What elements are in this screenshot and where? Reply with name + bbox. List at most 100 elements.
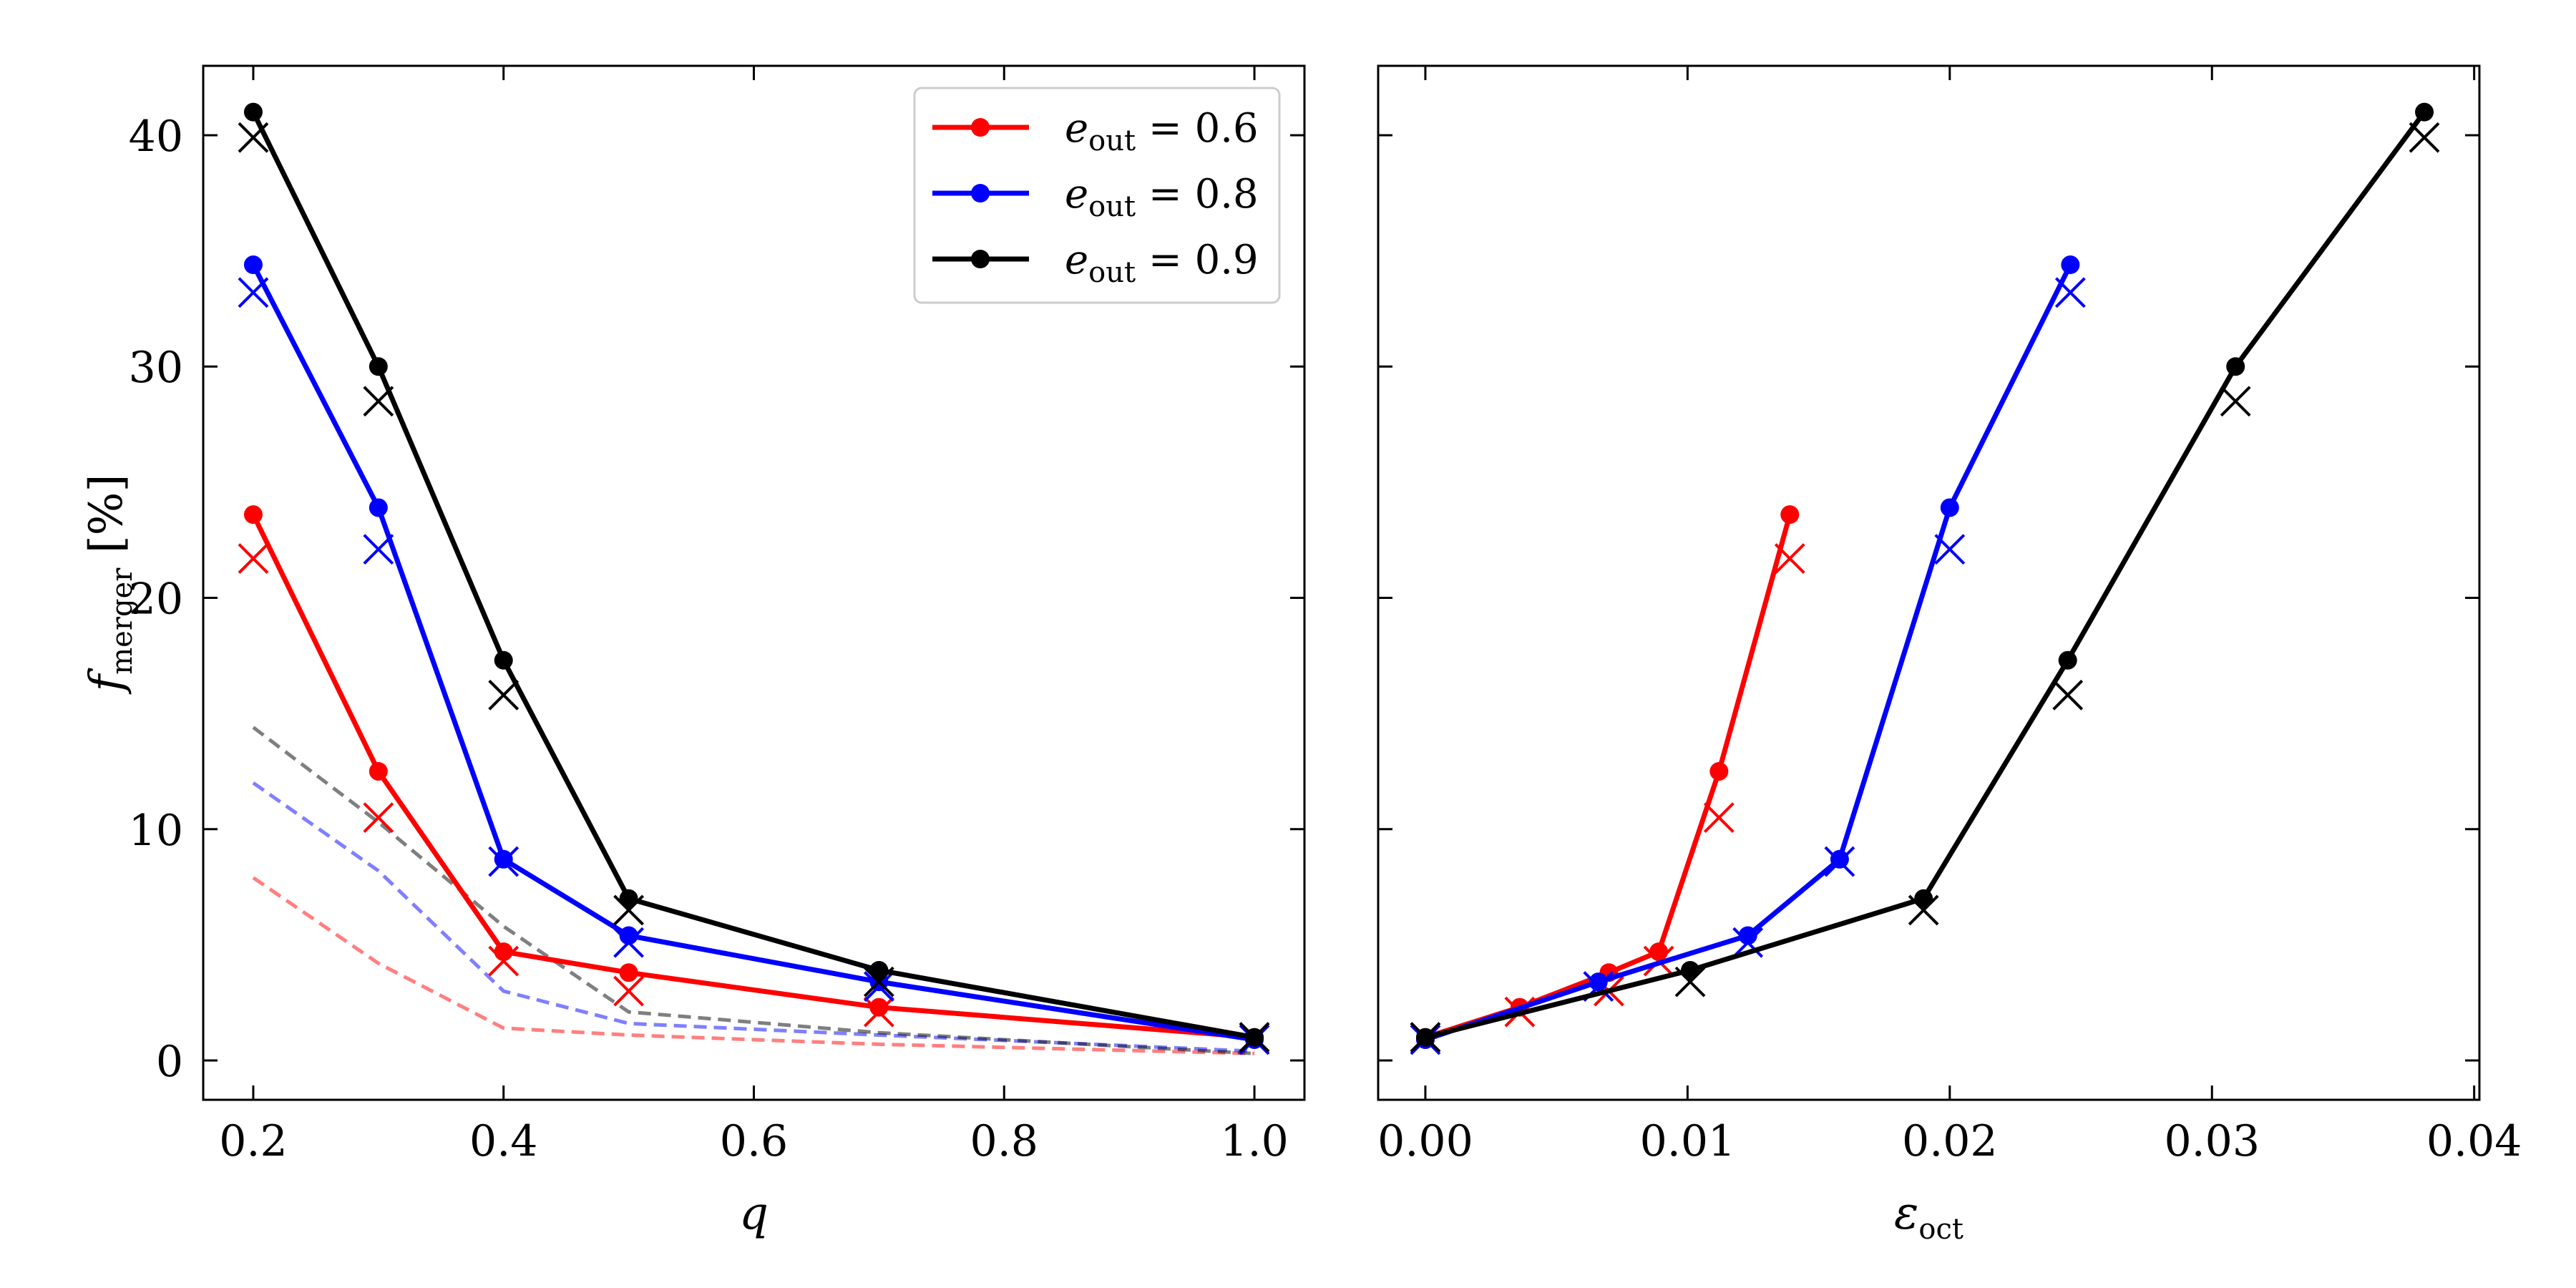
panel-right-epsilon-oct: 0.00 0.01 0.02 0.03 0.04 εoct <box>1377 64 2522 1246</box>
x-tick-label: 1.0 <box>1220 1116 1288 1166</box>
legend-subscript: out <box>1088 256 1136 289</box>
x-tick-label: 0.2 <box>219 1116 287 1166</box>
series-line <box>1425 110 2426 1040</box>
x-marker <box>613 927 645 958</box>
x-marker <box>1908 894 1939 926</box>
data-point <box>2415 102 2434 122</box>
data-point <box>369 761 388 781</box>
x-marker <box>613 894 645 926</box>
series-line <box>250 513 1255 1040</box>
x-marker <box>613 975 645 1007</box>
panel-left-q: 0.2 0.4 0.6 0.8 1.0 0 10 20 30 40 q fmerger [%] <box>80 64 1306 1240</box>
legend-symbol: e <box>1065 105 1088 152</box>
data-point <box>243 505 263 525</box>
legend-symbol: e <box>1065 237 1088 283</box>
x-axis-symbol: q <box>739 1187 769 1240</box>
x-marker <box>1703 802 1735 834</box>
data-point <box>369 357 388 376</box>
x-marker <box>2054 277 2086 308</box>
x-tick-label: 0.04 <box>2426 1116 2522 1166</box>
x-marker <box>2220 386 2251 417</box>
data-point <box>619 926 638 945</box>
x-marker <box>1674 966 1706 997</box>
x-marker <box>2052 679 2084 711</box>
x-marker <box>488 945 519 977</box>
series-dashed-line <box>252 726 1255 1055</box>
x-tick-label: 0.03 <box>2164 1116 2260 1166</box>
legend-label: eout = 0.8 <box>1065 171 1259 223</box>
y-tick-label: 30 <box>129 343 183 393</box>
legend-subscript: out <box>1088 125 1136 157</box>
x-tick-label: 0.02 <box>1902 1116 1998 1166</box>
series-line <box>250 263 1255 1043</box>
data-point <box>2058 650 2077 670</box>
data-point <box>2226 357 2245 376</box>
legend-value: = 0.9 <box>1136 237 1259 283</box>
data-point <box>619 963 638 982</box>
series-dashed-line <box>252 876 1255 1055</box>
data-point <box>369 498 388 517</box>
x-tick-label: 0.00 <box>1377 1116 1473 1166</box>
data-point <box>869 997 889 1017</box>
x-axis-symbol: ε <box>1894 1187 1918 1240</box>
legend-label: eout = 0.6 <box>1065 105 1259 157</box>
x-marker <box>1824 846 1855 877</box>
y-tick-label: 20 <box>129 575 183 625</box>
legend-marker <box>971 184 990 203</box>
x-marker <box>1239 1022 1270 1053</box>
legend-subscript: out <box>1088 190 1136 223</box>
data-point <box>2061 255 2080 275</box>
data-point <box>1738 926 1757 945</box>
x-marker <box>488 679 519 711</box>
x-axis-subscript: oct <box>1918 1213 1963 1246</box>
x-marker <box>363 534 394 565</box>
x-tick-label: 0.01 <box>1640 1116 1736 1166</box>
data-point <box>1709 761 1729 781</box>
data-point <box>1649 942 1669 962</box>
legend-value: = 0.8 <box>1136 171 1259 218</box>
x-marker <box>363 802 394 834</box>
data-point <box>243 102 263 122</box>
x-marker <box>863 971 894 1002</box>
y-axis-label: fmerger [%] <box>80 474 139 695</box>
x-tick-label: 0.8 <box>970 1116 1038 1166</box>
x-marker <box>238 122 269 153</box>
data-point <box>494 849 513 869</box>
x-marker <box>863 966 894 997</box>
y-axis-subscript: merger <box>106 567 139 675</box>
x-marker <box>863 996 894 1028</box>
legend-marker <box>971 118 990 137</box>
x-marker <box>1774 543 1805 574</box>
y-tick-label: 40 <box>129 112 183 162</box>
x-tick-label: 0.4 <box>469 1116 537 1166</box>
x-marker <box>363 386 394 417</box>
data-point <box>494 650 513 670</box>
data-point <box>243 255 263 275</box>
data-point <box>1940 498 1959 517</box>
x-marker <box>1934 534 1966 565</box>
y-axis-unit: [%] <box>80 474 133 568</box>
x-tick-label: 0.6 <box>720 1116 788 1166</box>
x-marker <box>1410 1022 1441 1053</box>
data-point <box>1830 849 1849 869</box>
series-line <box>250 111 1255 1040</box>
plot-frame <box>1377 64 2481 1101</box>
x-axis-label: εoct <box>1894 1187 1963 1246</box>
x-marker <box>238 277 269 308</box>
data-point <box>1780 505 1800 525</box>
data-point <box>869 960 889 980</box>
data-point <box>619 889 638 908</box>
series-line <box>1424 263 2073 1043</box>
x-marker <box>2409 122 2440 153</box>
data-point <box>1681 960 1700 980</box>
x-marker <box>488 846 519 877</box>
data-point <box>1589 972 1608 992</box>
legend-marker <box>971 250 990 268</box>
legend-label: eout = 0.9 <box>1065 237 1259 289</box>
y-tick-label: 10 <box>129 806 183 856</box>
y-tick-label: 0 <box>156 1037 183 1087</box>
data-point <box>494 942 513 962</box>
legend-value: = 0.6 <box>1136 105 1259 152</box>
